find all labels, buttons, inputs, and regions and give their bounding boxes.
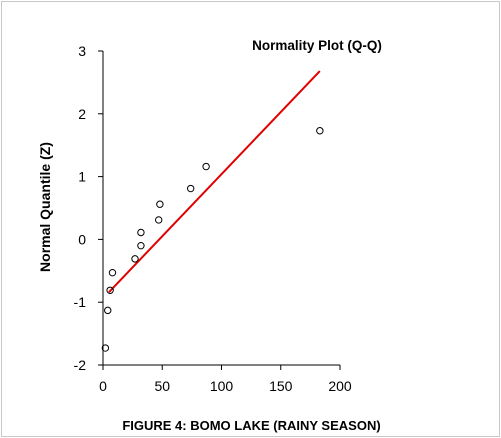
figure-caption: FIGURE 4: BOMO LAKE (RAINY SEASON) (122, 418, 381, 433)
data-point (154, 216, 163, 224)
x-ticks: 0 50 100 150 200 (99, 365, 352, 394)
data-point (137, 228, 145, 237)
chart-title: Normality Plot (Q-Q) (252, 38, 382, 53)
y-tick-label: 3 (78, 43, 86, 59)
y-tick-label: -1 (74, 294, 87, 310)
data-point (186, 184, 195, 193)
data-point (106, 286, 114, 294)
data-points (101, 127, 324, 352)
data-point (101, 344, 110, 352)
fit-line (108, 70, 321, 293)
y-tick-label: -2 (74, 357, 87, 373)
data-point (137, 241, 145, 250)
x-tick-label: 200 (328, 378, 352, 394)
x-tick-label: 0 (99, 378, 107, 394)
data-point (202, 162, 210, 171)
data-point (131, 255, 139, 263)
y-tick-label: 0 (78, 231, 86, 247)
y-tick-label: 2 (78, 106, 86, 122)
y-tick-label: 1 (78, 169, 86, 185)
data-point (316, 127, 324, 135)
y-ticks: -2 -1 0 1 2 3 (74, 43, 103, 373)
data-point (108, 268, 117, 277)
x-tick-label: 150 (269, 378, 293, 394)
x-tick-label: 50 (154, 378, 170, 394)
x-tick-label: 100 (210, 378, 234, 394)
fit-line-group (108, 70, 321, 293)
y-axis-label: Normal Quantile (Z) (37, 142, 53, 272)
data-point (104, 306, 112, 315)
data-point (156, 200, 164, 208)
